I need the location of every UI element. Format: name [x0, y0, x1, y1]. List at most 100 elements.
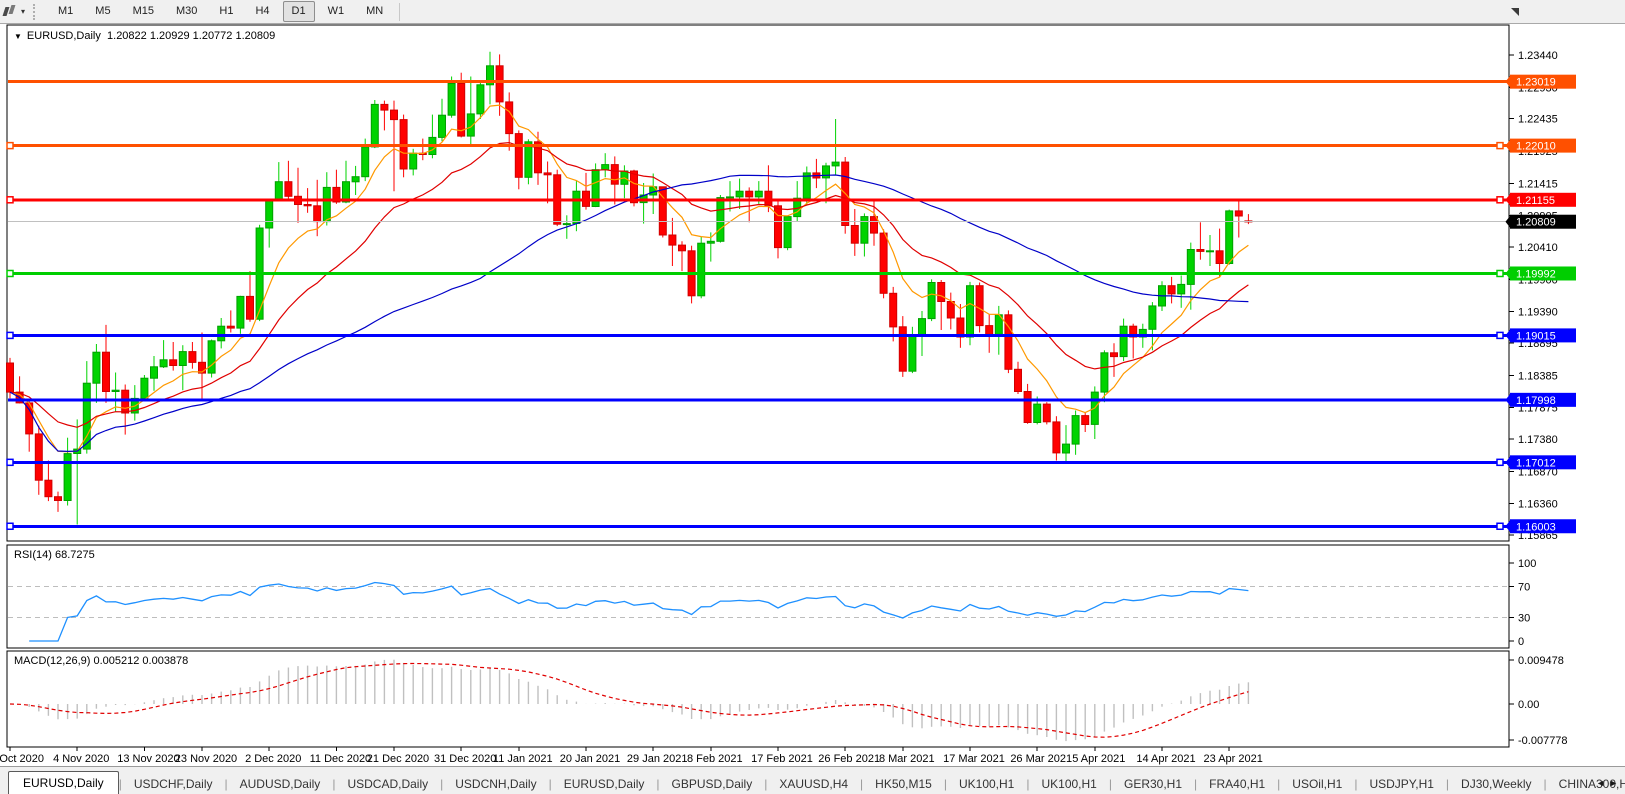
date-axis-label: 23 Apr 2021	[1204, 753, 1263, 765]
price-axis-label: 1.18385	[1518, 370, 1558, 382]
hline-handle-1.17012[interactable]	[6, 458, 14, 467]
toolbar-separator	[399, 2, 401, 21]
price-badge-tail	[1505, 328, 1511, 343]
period-button-h4[interactable]: H4	[255, 5, 270, 17]
tab-divider: |	[1445, 777, 1450, 791]
tab-divider: |	[1108, 777, 1112, 791]
hline-handle-1.16003[interactable]	[6, 522, 14, 531]
macd-pane-border	[6, 650, 1510, 748]
tab-divider: |	[656, 777, 660, 791]
chart-tab-audusd-daily[interactable]: AUDUSD,Daily	[239, 777, 321, 791]
macd-axis-label: 0.009478	[1518, 655, 1564, 667]
chart-tab-eurusd-daily[interactable]: EURUSD,Daily	[563, 777, 645, 791]
price-badge	[1510, 328, 1576, 343]
date-axis-label: 17 Feb 2021	[751, 753, 813, 765]
price-badge	[1510, 519, 1576, 534]
date-axis-label: 2 Dec 2020	[245, 753, 301, 765]
chart-tab-eurusd-daily[interactable]: EURUSD,Daily	[8, 771, 119, 794]
hline-handle-1.22010[interactable]	[1496, 141, 1504, 150]
chart-tab-uk100-h1[interactable]: UK100,H1	[958, 777, 1015, 791]
date-axis-label: 8 Mar 2021	[879, 753, 935, 765]
period-button-m15[interactable]: M15	[132, 5, 154, 17]
tab-divider: |	[943, 777, 947, 791]
chart-tab-ger30-h1[interactable]: GER30,H1	[1123, 777, 1183, 791]
price-badge-label: 1.19992	[1516, 268, 1556, 280]
chart-tab-china300-h1[interactable]: CHINA300,H1	[1558, 777, 1625, 791]
hline-handle-1.21155[interactable]	[1496, 196, 1504, 204]
chart-tab-xauusd-h4[interactable]: XAUUSD,H4	[779, 777, 849, 791]
ma-fast-line	[9, 104, 1249, 453]
macd-histogram	[18, 659, 1250, 742]
period-button-m1[interactable]: M1	[58, 5, 74, 17]
tab-scroll-right-icon[interactable]: ►	[1609, 778, 1622, 788]
price-badge-label: 1.21155	[1516, 195, 1555, 207]
tab-divider: |	[548, 777, 552, 791]
tab-divider: |	[440, 777, 444, 791]
hline-handle-1.19992[interactable]	[6, 269, 14, 278]
date-axis-label: 26 Oct 2020	[0, 753, 44, 765]
hline-handle-1.19015[interactable]	[6, 331, 14, 340]
price-axis-label: 1.19390	[1518, 307, 1558, 319]
toolbar-drag-handle[interactable]	[33, 3, 41, 20]
hline-handle-1.21155[interactable]	[6, 196, 14, 204]
tab-divider: |	[332, 777, 336, 791]
main-pane-border	[6, 24, 1510, 542]
corner-arrow-icon[interactable]	[1511, 8, 1519, 16]
chart-window: 1.234401.229301.224351.219251.214151.209…	[0, 24, 1625, 766]
period-button-m30[interactable]: M30	[175, 5, 198, 17]
price-badge	[1510, 74, 1576, 89]
hline-handle-1.22010[interactable]	[6, 141, 14, 150]
period-button-group: M1 M5 M15 M30 H1 H4 D1 W1 MN	[47, 1, 394, 22]
price-badge-label: 1.19015	[1516, 330, 1556, 342]
chart-tab-usoil-h1[interactable]: USOil,H1	[1292, 777, 1343, 791]
tab-divider: |	[1026, 777, 1030, 791]
price-axis-label: 1.21415	[1518, 178, 1558, 190]
price-axis-label: 1.17380	[1518, 434, 1558, 446]
ma-slow-line	[9, 174, 1249, 453]
rsi-pane-border	[6, 544, 1510, 649]
chart-canvas[interactable]: 1.234401.229301.224351.219251.214151.209…	[0, 24, 1625, 766]
ma-medium-line	[9, 141, 1249, 428]
hline-handle-1.16003[interactable]	[1496, 522, 1504, 531]
chart-tab-usdjpy-h1[interactable]: USDJPY,H1	[1369, 777, 1434, 791]
date-axis-label: 20 Jan 2021	[560, 753, 621, 765]
period-button-h1[interactable]: H1	[219, 5, 234, 17]
tab-divider: |	[1277, 777, 1281, 791]
chart-header: ▼ EURUSD,Daily 1.20822 1.20929 1.20772 1.…	[14, 30, 275, 42]
date-axis-label: 26 Mar 2021	[1010, 753, 1072, 765]
hline-handle-1.19992[interactable]	[1496, 269, 1504, 278]
hline-handle-1.19015[interactable]	[1496, 331, 1504, 340]
date-axis-label: 11 Jan 2021	[493, 753, 553, 765]
hline-handle-1.17012[interactable]	[1496, 458, 1504, 467]
chart-tab-fra40-h1[interactable]: FRA40,H1	[1209, 777, 1266, 791]
collapse-triangle-icon[interactable]: ▼	[14, 32, 22, 41]
rsi-indicator-label: RSI(14) 68.7275	[14, 549, 95, 561]
price-axis-label: 1.16360	[1518, 499, 1558, 511]
macd-indicator-label: MACD(12,26,9) 0.005212 0.003878	[14, 655, 189, 667]
candlestick-chart-icon	[2, 5, 18, 18]
chart-tab-gbpusd-daily[interactable]: GBPUSD,Daily	[671, 777, 753, 791]
price-badge-tail	[1505, 214, 1511, 229]
chart-tab-hk50-m15[interactable]: HK50,M15	[875, 777, 932, 791]
price-axis-label: 1.22435	[1518, 114, 1558, 126]
price-badge-label: 1.17998	[1516, 395, 1556, 407]
period-button-w1[interactable]: W1	[327, 5, 345, 17]
date-axis-label: 23 Nov 2020	[175, 753, 237, 765]
price-badge-tail	[1505, 74, 1511, 89]
chart-tab-uk100-h1[interactable]: UK100,H1	[1041, 777, 1097, 791]
chart-tab-usdcnh-daily[interactable]: USDCNH,Daily	[455, 777, 537, 791]
period-button-m5[interactable]: M5	[95, 5, 111, 17]
chart-tab-usdcad-daily[interactable]: USDCAD,Daily	[347, 777, 429, 791]
period-button-d1[interactable]: D1	[282, 1, 315, 22]
chart-tab-dj30-weekly[interactable]: DJ30,Weekly	[1461, 777, 1532, 791]
tab-scroll-left-icon[interactable]: ◄	[1596, 778, 1610, 788]
chart-type-button[interactable]: ▾	[0, 0, 29, 23]
period-toolbar: ▾ M1 M5 M15 M30 H1 H4 D1 W1 MN	[0, 0, 1625, 24]
date-axis-label: 11 Dec 2020	[310, 753, 372, 765]
period-button-mn[interactable]: MN	[366, 5, 384, 17]
tab-divider: |	[1543, 777, 1547, 791]
rsi-axis-label: 0	[1518, 636, 1524, 648]
price-badge	[1510, 455, 1576, 470]
price-badge-tail	[1505, 519, 1511, 534]
chart-tab-usdchf-daily[interactable]: USDCHF,Daily	[133, 777, 213, 791]
